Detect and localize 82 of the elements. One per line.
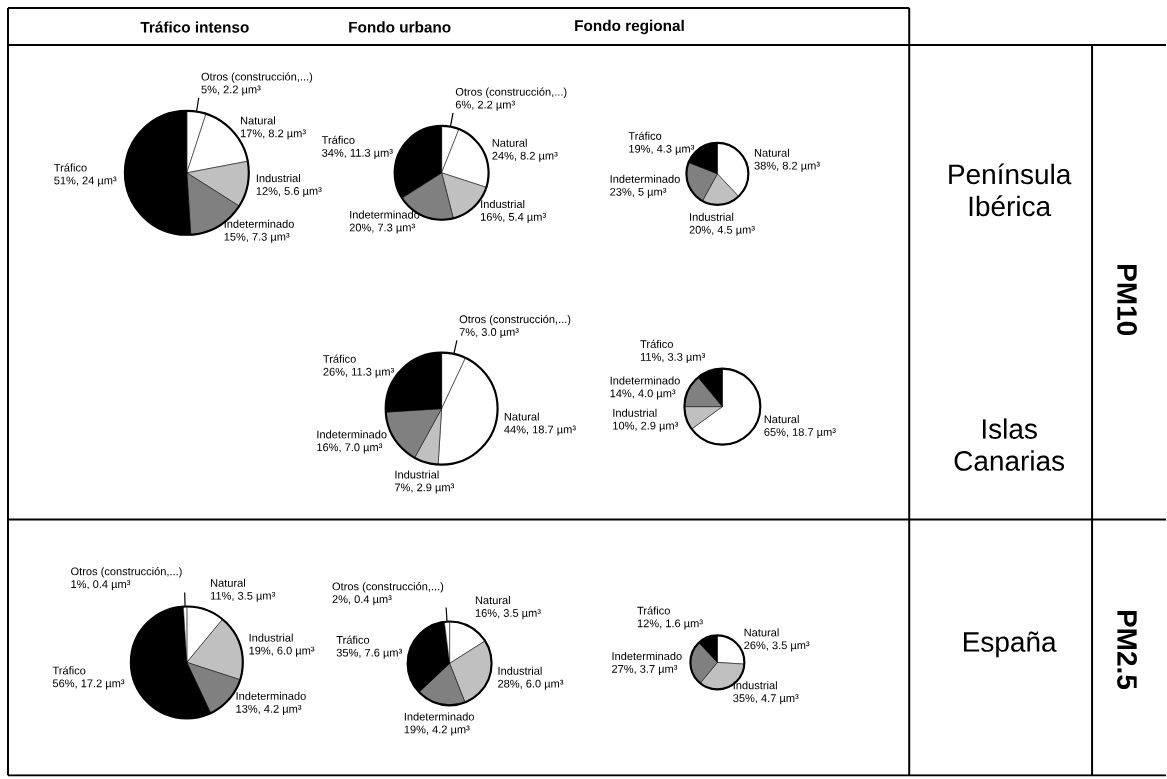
data-label: 16%, 7.0 µm³ (317, 443, 383, 454)
data-label: 26%, 11.3 µm³ (323, 367, 394, 378)
data-label: 12%, 5.6 µm³ (256, 186, 322, 197)
slice-label: Indeterminado (610, 174, 680, 183)
data-label: 12%, 1.6 µm³ (637, 619, 703, 630)
data-label: 56%, 17.2 µm³ (52, 679, 125, 690)
slice-label: Indeterminado (610, 376, 680, 385)
data-label: 19%, 4.3 µm³ (629, 144, 695, 155)
slice-label: Otros (construcción,...) (71, 566, 182, 578)
slice-label: Tráfico (640, 339, 673, 348)
data-label: 11%, 3.3 µm³ (640, 352, 705, 363)
data-label: 23%, 5 µm³ (610, 187, 667, 198)
text: Fondo regional (575, 19, 684, 34)
data-label: 27%, 3.7 µm³ (612, 664, 678, 675)
slice-label: Natural (754, 148, 789, 157)
slice-label: Natural (475, 595, 510, 604)
data-label: 38%, 8.2 µm³ (754, 161, 820, 172)
slice-label: Tráfico (54, 163, 87, 172)
text: España (964, 631, 1057, 658)
text: Fondo urbano (349, 21, 451, 33)
slice-label: Natural (210, 578, 245, 587)
data-label: 6%, 2.2 µm³ (455, 100, 515, 111)
data-label: 19%, 4.2 µm³ (404, 725, 470, 736)
legend-label: Industrial (256, 173, 300, 182)
text: Tráfico intenso (140, 21, 249, 33)
slice-label: Natural (744, 628, 779, 637)
data-label: 20%, 7.3 µm³ (349, 223, 415, 234)
data-label: 11%, 3.5 µm³ (210, 591, 276, 602)
text: PM2.5 (1117, 610, 1137, 689)
data-label: 2%, 0.4 µm³ (332, 595, 392, 606)
data-label: 65%, 18.7 µm³ (764, 427, 836, 438)
legend-label: Industrial (498, 666, 542, 675)
slice-label: Natural (240, 116, 275, 125)
data-label: 35%, 7.6 µm³ (336, 648, 402, 659)
slice-label: Indeterminado (236, 691, 306, 700)
slice-label: Indeterminado (350, 210, 420, 219)
slice-label: Tráfico (52, 666, 86, 675)
slice-label: Tráfico (321, 135, 355, 144)
text: Península Ibérica (949, 163, 1072, 217)
data-label: 5%, 2.2 µm³ (201, 85, 261, 96)
data-label: 7%, 2.9 µm³ (394, 483, 455, 494)
slice-label: Tráfico (628, 131, 662, 140)
data-label: 44%, 18.7 µm³ (504, 425, 576, 436)
text: Islas Canarias (954, 418, 1065, 471)
slice-label: Otros (construcción,...) (332, 581, 444, 593)
slice-label: Industrial (481, 199, 525, 208)
data-label: 7%, 3.0 µm³ (459, 327, 519, 338)
slice-label: Otros (construcción,...) (455, 87, 567, 98)
legend-label: Natural (504, 412, 539, 421)
data-label: 35%, 4.7 µm³ (733, 694, 799, 705)
slice-label: Tráfico (637, 606, 670, 615)
data-label: 13%, 4.2 µm³ (236, 704, 302, 715)
slice-label: Industrial (690, 212, 734, 221)
slice-label: Tráfico (323, 354, 356, 363)
data-label: 10%, 2.9 µm³ (613, 421, 679, 432)
slice-label: Industrial (395, 470, 439, 479)
slice-label: Tráfico (336, 635, 370, 644)
data-label: 15%, 7.3 µm³ (224, 232, 290, 243)
slice-label: Natural (492, 138, 527, 147)
data-label: 17%, 8.2 µm³ (240, 129, 306, 140)
slice-label: Indeterminado (404, 712, 475, 721)
legend-label: Natural (764, 414, 799, 424)
slice-label: Otros (construcción,...) (459, 314, 571, 326)
text: PM10 (1117, 264, 1137, 335)
data-label: 1%, 0.4 µm³ (71, 580, 131, 591)
data-label: 28%, 6.0 µm³ (498, 679, 564, 690)
slice-label: Indeterminado (612, 651, 682, 660)
data-label: 24%, 8.2 µm³ (492, 151, 558, 162)
data-label: 51%, 24 µm³ (54, 176, 117, 187)
data-label: 34%, 11.3 µm³ (322, 148, 393, 159)
slice-label: Otros (construcción,...) (201, 72, 313, 83)
data-label: 26%, 3.5 µm³ (744, 641, 810, 652)
slice-label: Indeterminado (317, 430, 387, 439)
slice-label: Industrial (733, 680, 777, 690)
data-label: 16%, 3.5 µm³ (475, 608, 541, 619)
slice-label: Indeterminado (224, 219, 294, 228)
data-label: 16%, 5.4 µm³ (480, 212, 546, 223)
data-label: 19%, 6.0 µm³ (249, 646, 315, 657)
slice-label: Industrial (613, 408, 657, 417)
data-label: 20%, 4.5 µm³ (689, 225, 755, 236)
slice-label: Industrial (249, 633, 293, 642)
data-label: 14%, 4.0 µm³ (610, 389, 676, 400)
